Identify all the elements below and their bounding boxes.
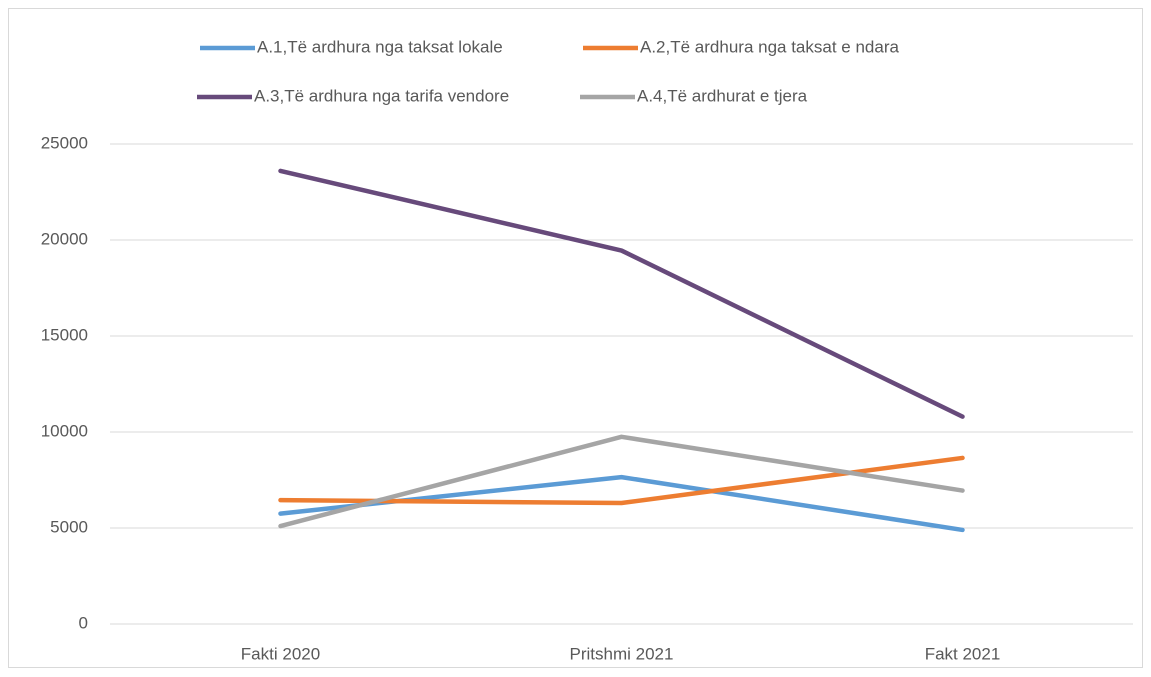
series-line [278,434,965,529]
x-tick-label: Pritshmi 2021 [570,644,674,663]
y-tick-label: 5000 [50,517,88,536]
legend-label: A.4,Të ardhurat e tjera [637,86,808,105]
y-tick-label: 10000 [41,421,88,440]
x-tick-label: Fakt 2021 [925,644,1001,663]
y-tick-label: 20000 [41,229,88,248]
x-tick-label: Fakti 2020 [241,644,320,663]
series-line [278,168,965,419]
legend-label: A.1,Të ardhura nga taksat lokale [257,37,503,56]
y-tick-label: 25000 [41,133,88,152]
legend-label: A.2,Të ardhura nga taksat e ndara [640,37,899,56]
legend-label: A.3,Të ardhura nga tarifa vendore [254,86,509,105]
y-tick-label: 15000 [41,325,88,344]
chart-frame [8,8,1143,668]
y-tick-label: 0 [79,613,88,632]
